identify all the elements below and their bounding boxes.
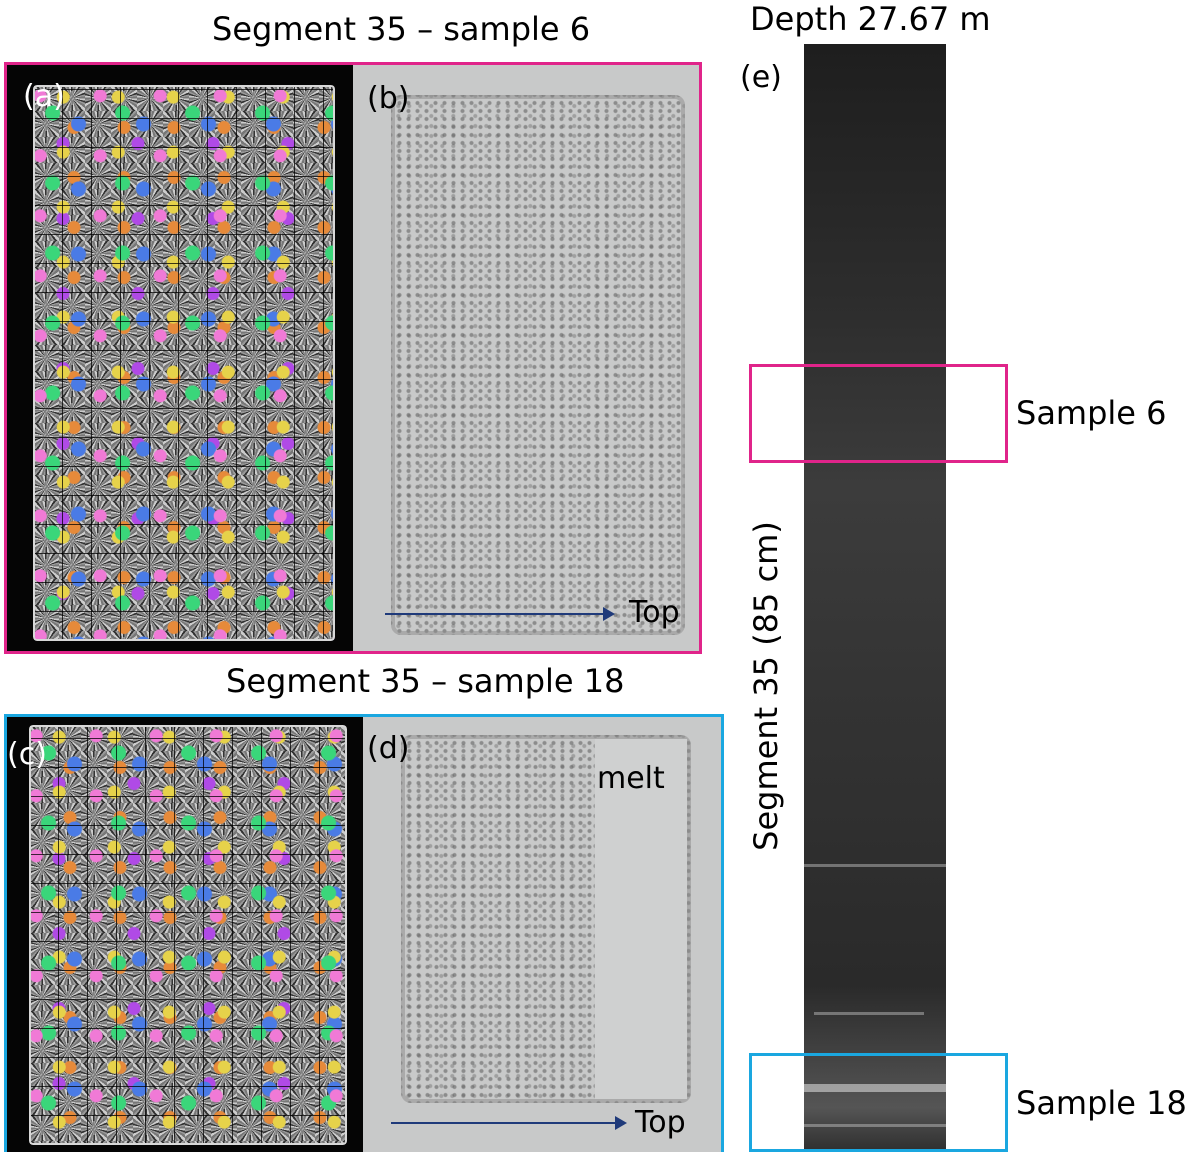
- grain-mosaic-image: [33, 85, 335, 641]
- panel-label-b: (b): [367, 81, 410, 116]
- panel-label-c: (c): [7, 737, 47, 772]
- core-streak: [814, 1012, 924, 1015]
- melt-zone: [595, 739, 687, 1099]
- panel-label-e: (e): [740, 60, 782, 95]
- top-arrow-b: [385, 613, 605, 615]
- sample-6-frame: [4, 62, 702, 654]
- core-streak: [804, 1084, 946, 1092]
- top-arrow-b-head: [603, 607, 615, 621]
- title-depth: Depth 27.67 m: [750, 0, 991, 38]
- panel-c-thin-section: (c): [7, 717, 363, 1152]
- sample-6-label: Sample 6: [1016, 394, 1167, 432]
- melt-label: melt: [597, 761, 665, 796]
- core-streak: [804, 864, 946, 867]
- panel-d-bubble-image: (d) melt Top: [363, 717, 721, 1152]
- top-arrow-d-head: [615, 1116, 627, 1130]
- panel-e-core-image: [804, 44, 946, 1152]
- panel-label-d: (d): [367, 731, 410, 766]
- panel-label-a: (a): [23, 79, 65, 114]
- title-sample-18: Segment 35 – sample 18: [226, 662, 625, 700]
- bubble-sample-outline: [391, 95, 685, 635]
- top-label-b: Top: [629, 595, 680, 630]
- sample-18-label: Sample 18: [1016, 1084, 1187, 1122]
- top-arrow-d: [391, 1122, 617, 1124]
- panel-b-bubble-image: (b) Top: [353, 65, 699, 651]
- sample-18-box: [749, 1053, 1008, 1152]
- sample-6-box: [749, 364, 1008, 463]
- core-streak: [804, 1124, 946, 1127]
- segment-vertical-label: Segment 35 (85 cm): [747, 521, 785, 851]
- top-label-d: Top: [635, 1105, 686, 1140]
- panel-a-thin-section: (a): [7, 65, 353, 651]
- grain-mosaic-image-2: [29, 725, 347, 1145]
- title-sample-6: Segment 35 – sample 6: [212, 10, 591, 48]
